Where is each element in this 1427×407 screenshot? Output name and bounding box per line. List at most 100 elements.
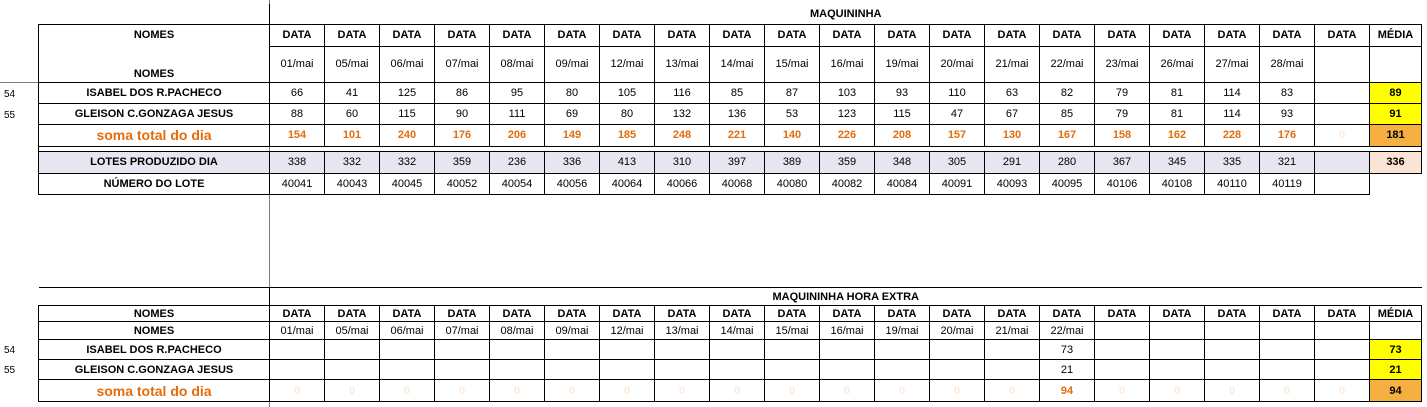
value-cell[interactable]	[654, 359, 710, 380]
value-cell[interactable]: 79	[1094, 102, 1150, 125]
average-cell[interactable]: 89	[1369, 81, 1422, 104]
value-cell[interactable]	[269, 359, 325, 380]
soma-cell[interactable]: 248	[654, 123, 710, 147]
value-cell[interactable]: 41	[324, 81, 380, 104]
soma-cell[interactable]: 130	[984, 123, 1040, 147]
date-cell[interactable]	[1204, 321, 1260, 340]
date-cell[interactable]: 12/mai	[599, 321, 655, 340]
value-cell[interactable]	[324, 339, 380, 360]
soma-cell[interactable]: 0	[324, 379, 380, 402]
value-cell[interactable]: 95	[489, 81, 545, 104]
date-cell[interactable]	[1094, 321, 1150, 340]
header-data[interactable]: DATA	[984, 23, 1040, 47]
lote-value[interactable]: 310	[654, 150, 710, 174]
value-cell[interactable]: 66	[269, 81, 325, 104]
soma-cell[interactable]: 0	[654, 379, 710, 402]
header-data[interactable]: DATA	[1204, 305, 1260, 322]
value-cell[interactable]	[819, 359, 875, 380]
soma-cell[interactable]: 0	[929, 379, 985, 402]
soma-cell[interactable]: 240	[379, 123, 435, 147]
soma-cell[interactable]: 0	[269, 379, 325, 402]
value-cell[interactable]: 90	[434, 102, 490, 125]
header-data[interactable]: DATA	[379, 23, 435, 47]
lote-value[interactable]: 280	[1039, 150, 1095, 174]
value-cell[interactable]: 85	[1039, 102, 1095, 125]
date-cell[interactable]: 20/mai	[929, 321, 985, 340]
value-cell[interactable]	[269, 339, 325, 360]
value-cell[interactable]: 115	[379, 102, 435, 125]
date-cell[interactable]	[1314, 45, 1370, 83]
date-cell[interactable]	[1259, 321, 1315, 340]
media-cell[interactable]	[1369, 45, 1422, 83]
person-name[interactable]: GLEISON C.GONZAGA JESUS	[38, 359, 270, 380]
lote-number[interactable]: 40045	[379, 172, 435, 195]
lote-value[interactable]: 348	[874, 150, 930, 174]
lote-value[interactable]: 338	[269, 150, 325, 174]
date-cell[interactable]: 19/mai	[874, 321, 930, 340]
soma-cell[interactable]: 154	[269, 123, 325, 147]
value-cell[interactable]	[1259, 359, 1315, 380]
date-cell[interactable]: 05/mai	[324, 321, 380, 340]
lote-value[interactable]: 332	[379, 150, 435, 174]
person-name[interactable]: ISABEL DOS R.PACHECO	[38, 81, 270, 104]
value-cell[interactable]	[874, 339, 930, 360]
soma-cell[interactable]: 0	[1094, 379, 1150, 402]
lote-number[interactable]: 40095	[1039, 172, 1095, 195]
lote-number[interactable]: 40080	[764, 172, 820, 195]
lote-value[interactable]: 335	[1204, 150, 1260, 174]
soma-cell[interactable]: 0	[984, 379, 1040, 402]
soma-cell[interactable]: 226	[819, 123, 875, 147]
date-cell[interactable]: 01/mai	[269, 321, 325, 340]
header-data[interactable]: DATA	[654, 23, 710, 47]
date-cell[interactable]: 09/mai	[544, 321, 600, 340]
soma-cell[interactable]: 221	[709, 123, 765, 147]
soma-cell[interactable]: 0	[1259, 379, 1315, 402]
soma-cell[interactable]: 158	[1094, 123, 1150, 147]
empty-cell[interactable]	[1369, 172, 1422, 194]
header-data[interactable]: DATA	[1094, 23, 1150, 47]
date-cell[interactable]: 15/mai	[764, 321, 820, 340]
soma-cell[interactable]: 0	[709, 379, 765, 402]
soma-cell[interactable]: 206	[489, 123, 545, 147]
lote-number[interactable]: 40093	[984, 172, 1040, 195]
value-cell[interactable]: 105	[599, 81, 655, 104]
value-cell[interactable]	[379, 339, 435, 360]
person-name[interactable]: GLEISON C.GONZAGA JESUS	[38, 102, 270, 125]
date-cell[interactable]: 22/mai	[1039, 321, 1095, 340]
header-media[interactable]: MÉDIA	[1369, 23, 1422, 47]
date-cell[interactable]: 08/mai	[489, 45, 545, 83]
header-data[interactable]: DATA	[929, 305, 985, 322]
header-data[interactable]: DATA	[434, 23, 490, 47]
header-data[interactable]: DATA	[1314, 23, 1370, 47]
lote-value[interactable]: 397	[709, 150, 765, 174]
header-data[interactable]: DATA	[434, 305, 490, 322]
media-cell[interactable]	[1369, 321, 1422, 340]
lote-number[interactable]: 40082	[819, 172, 875, 195]
value-cell[interactable]	[1094, 359, 1150, 380]
lote-value[interactable]: 359	[434, 150, 490, 174]
header-data[interactable]: DATA	[1039, 305, 1095, 322]
value-cell[interactable]: 132	[654, 102, 710, 125]
date-cell[interactable]: 22/mai	[1039, 45, 1095, 83]
header-data[interactable]: DATA	[324, 305, 380, 322]
date-cell[interactable]: 12/mai	[599, 45, 655, 83]
value-cell[interactable]: 116	[654, 81, 710, 104]
header-data[interactable]: DATA	[929, 23, 985, 47]
lote-value[interactable]: 413	[599, 150, 655, 174]
value-cell[interactable]: 53	[764, 102, 820, 125]
header-data[interactable]: DATA	[324, 23, 380, 47]
lote-number[interactable]: 40108	[1149, 172, 1205, 195]
lote-number[interactable]: 40110	[1204, 172, 1260, 195]
header-data[interactable]: DATA	[764, 305, 820, 322]
soma-cell[interactable]: 0	[434, 379, 490, 402]
date-cell[interactable]: 15/mai	[764, 45, 820, 83]
soma-cell[interactable]: 185	[599, 123, 655, 147]
value-cell[interactable]	[1149, 339, 1205, 360]
numero-label[interactable]: NÚMERO DO LOTE	[38, 172, 270, 195]
date-cell[interactable]: 14/mai	[709, 321, 765, 340]
header-data[interactable]: DATA	[1259, 305, 1315, 322]
header-data[interactable]: DATA	[489, 23, 545, 47]
soma-average-cell[interactable]: 94	[1369, 379, 1422, 402]
header-data[interactable]: DATA	[1149, 23, 1205, 47]
lote-number[interactable]: 40106	[1094, 172, 1150, 195]
